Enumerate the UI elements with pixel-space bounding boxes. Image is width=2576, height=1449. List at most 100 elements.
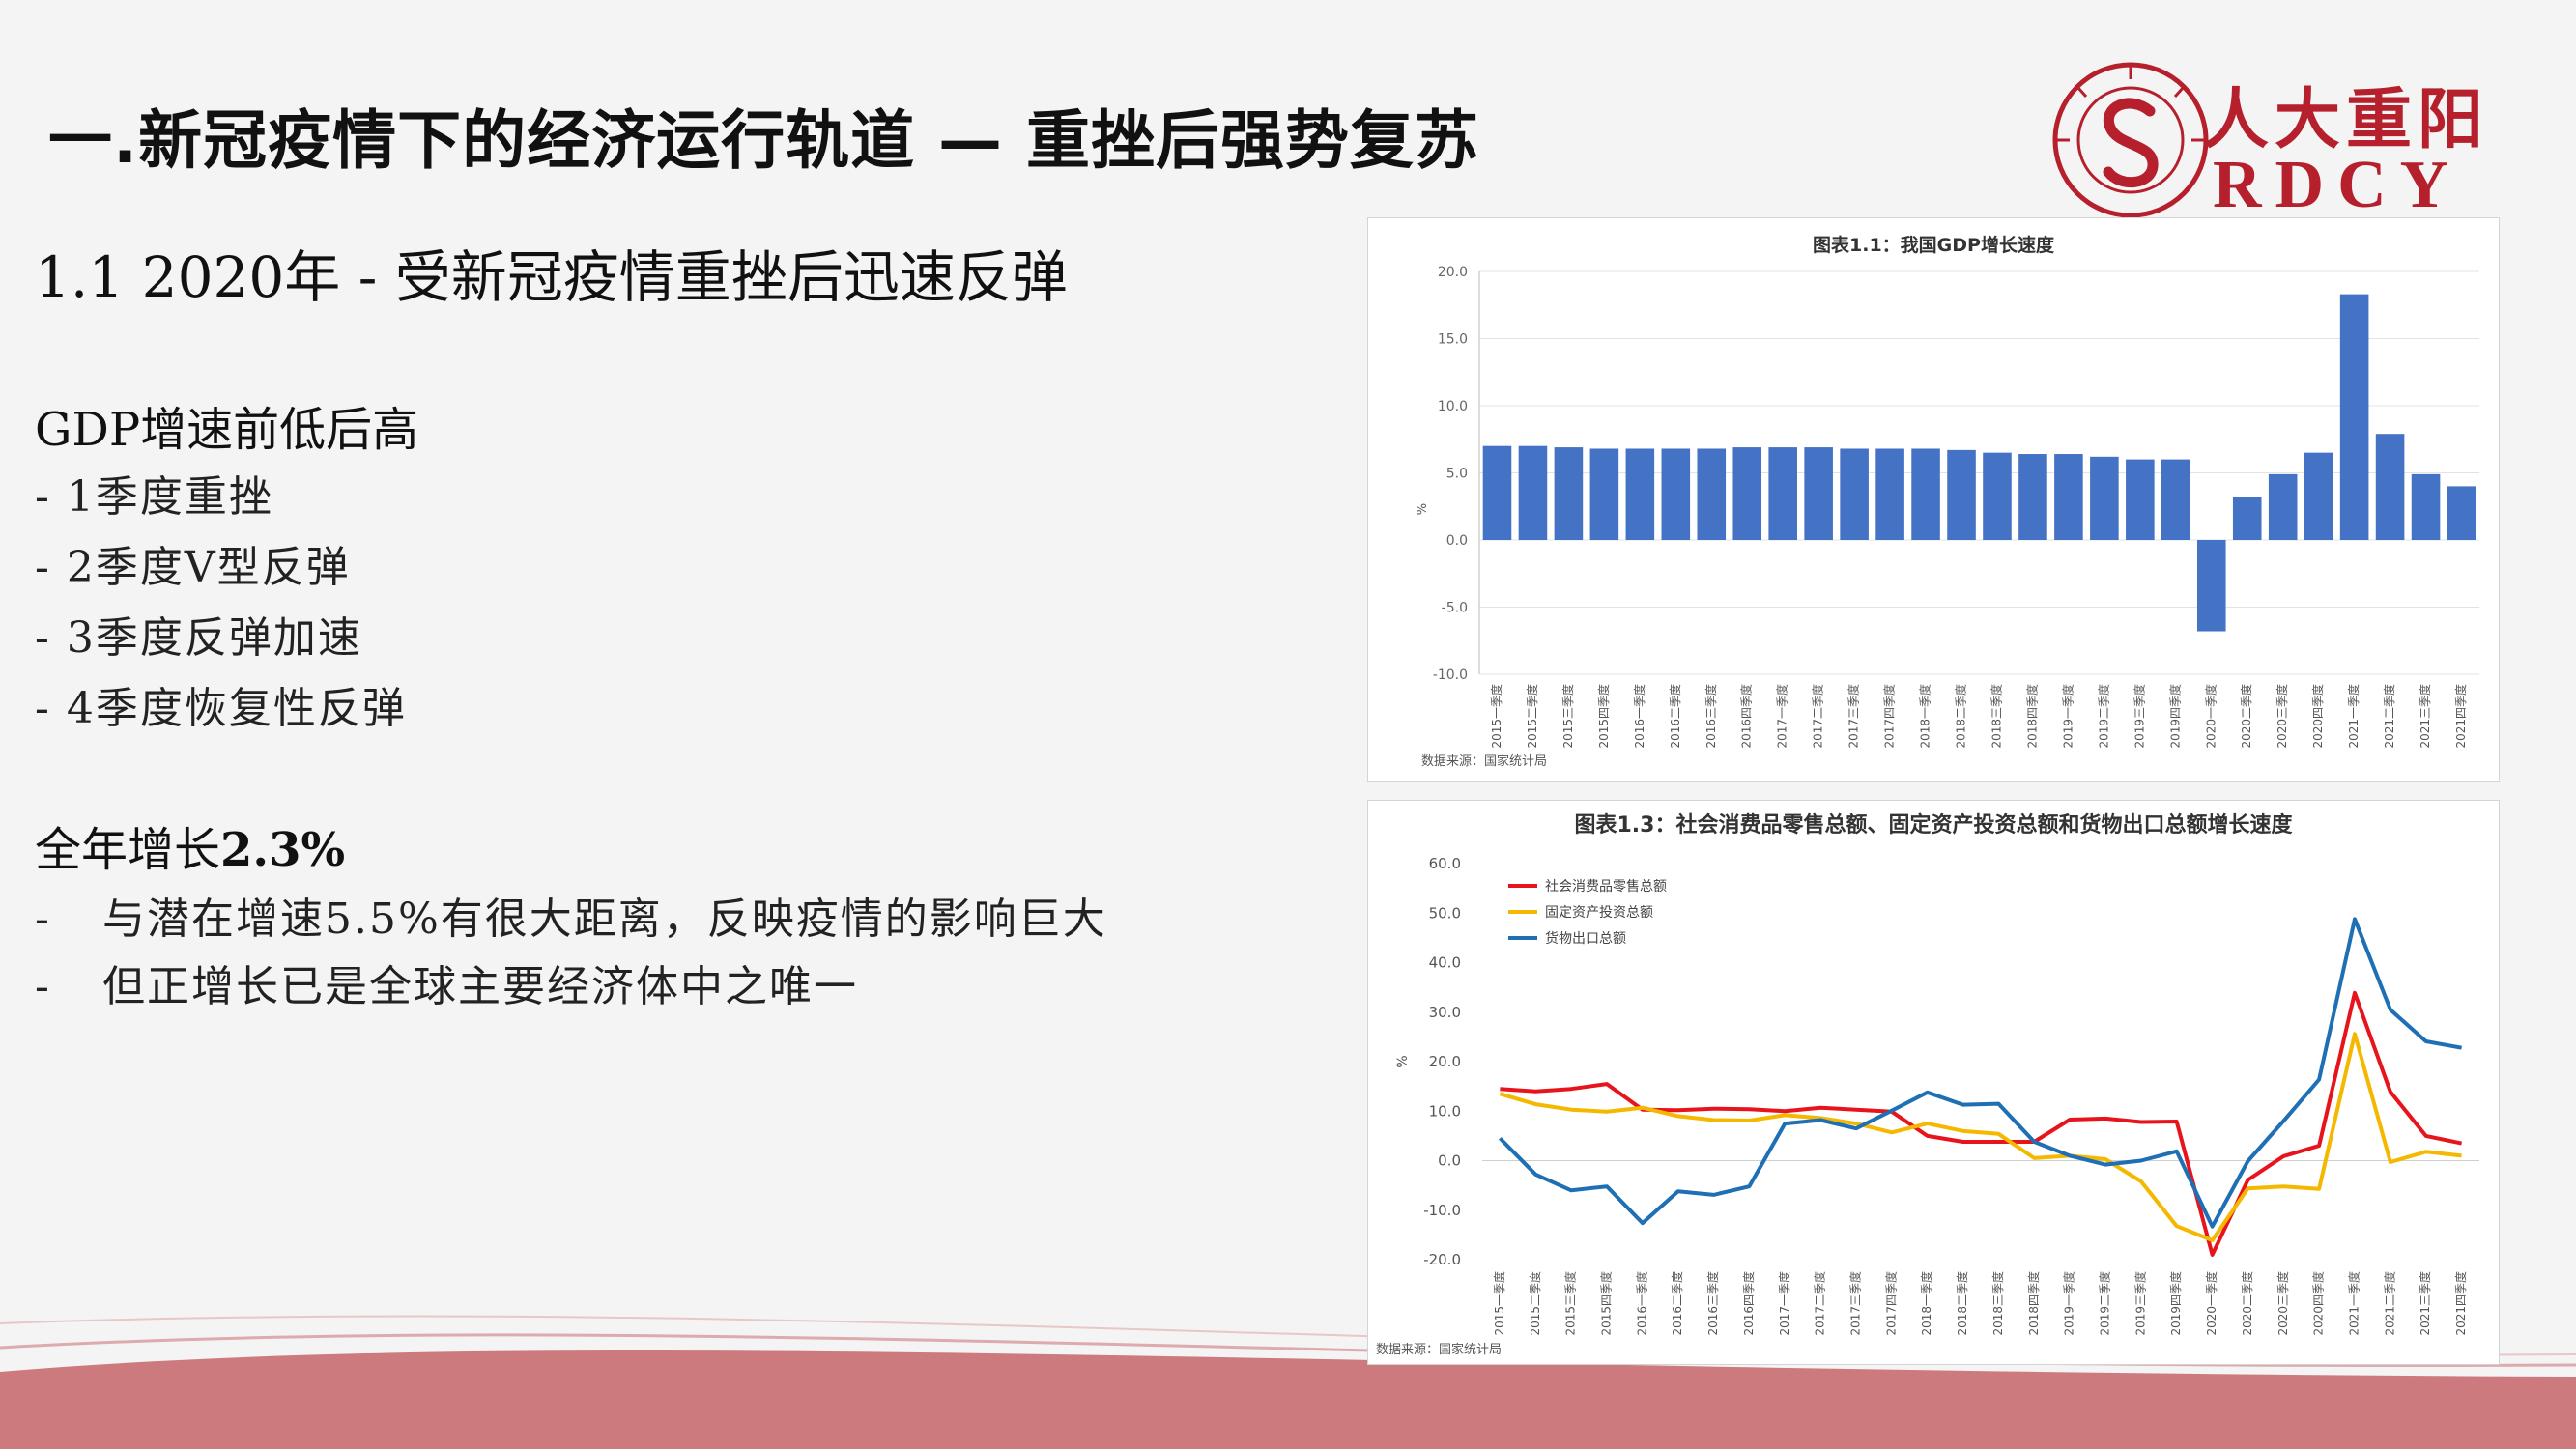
x-tick-label: 2015四季度 [1599, 1271, 1614, 1336]
gdp-section-heading: GDP增速前低后高 [35, 403, 419, 457]
logo-name-cn: 人大重阳 [2203, 81, 2490, 158]
annual-growth-value: 2.3% [220, 823, 346, 877]
growth-bullet-2: - 但正增长已是全球主要经济体中之唯一 [35, 952, 858, 1013]
x-tick-label: 2021一季度 [2347, 1271, 2361, 1336]
bar [1947, 449, 1976, 540]
bullet-dash: - [35, 895, 51, 944]
legend-label: 货物出口总额 [1545, 930, 1626, 947]
growth-bullet-1: - 与潜在增速5.5%有很大距离，反映疫情的影响巨大 [35, 884, 1107, 946]
y-tick-label: -10.0 [1433, 668, 1468, 683]
bar [2018, 454, 2047, 540]
x-tick-label: 2019四季度 [2167, 684, 2182, 749]
x-tick-label: 2016三季度 [1703, 684, 1718, 749]
bar [2196, 540, 2226, 632]
x-tick-label: 2018三季度 [1990, 1271, 2005, 1336]
y-tick-label: 60.0 [1429, 855, 1461, 872]
x-tick-label: 2019二季度 [2098, 1271, 2112, 1336]
x-tick-label: 2018二季度 [1954, 684, 1968, 749]
bar [1661, 448, 1691, 540]
subtitle: 1.1 2020年 - 受新冠疫情重挫后迅速反弹 [35, 244, 1068, 310]
bar [1732, 447, 1762, 540]
x-tick-label: 2018三季度 [1989, 684, 2003, 749]
bar [1589, 448, 1619, 540]
x-tick-label: 2021二季度 [2382, 1271, 2396, 1336]
x-tick-label: 2020一季度 [2203, 684, 2218, 749]
x-tick-label: 2019三季度 [2132, 1271, 2147, 1336]
gdp-bullet-2: - 2季度V型反弹 [35, 543, 351, 592]
y-tick-label: 5.0 [1446, 467, 1468, 482]
data-source: 数据来源：国家统计局 [1376, 1342, 1502, 1357]
x-tick-label: 2018四季度 [2024, 684, 2039, 749]
x-tick-label: 2016四季度 [1741, 1271, 1756, 1336]
bar [1875, 448, 1904, 540]
bar [2375, 434, 2405, 540]
y-tick-label: 0.0 [1446, 533, 1468, 549]
x-tick-label: 2018一季度 [1918, 684, 1932, 749]
y-tick-label: 15.0 [1438, 332, 1468, 348]
bullet-dash: - [35, 962, 51, 1011]
legend-label: 固定资产投资总额 [1545, 905, 1653, 921]
y-axis-label: % [1395, 1055, 1411, 1067]
gdp-bullet-3: - 3季度反弹加速 [35, 613, 362, 663]
x-tick-label: 2019一季度 [2060, 684, 2075, 749]
bullet-text: 但正增长已是全球主要经济体中之唯一 [102, 962, 858, 1011]
x-tick-label: 2018一季度 [1919, 1271, 1933, 1336]
data-source: 数据来源：国家统计局 [1421, 753, 1547, 769]
x-tick-label: 2018四季度 [2026, 1271, 2041, 1336]
bar [1518, 445, 1548, 540]
x-tick-label: 2015四季度 [1596, 684, 1611, 749]
x-tick-label: 2020四季度 [2310, 684, 2325, 749]
series-line [1499, 1032, 2462, 1242]
bar [1625, 448, 1655, 540]
bar [1911, 448, 1940, 540]
bullet-text: 与潜在增速5.5%有很大距离，反映疫情的影响巨大 [102, 895, 1107, 944]
y-tick-label: 10.0 [1429, 1102, 1461, 1120]
y-tick-label: 0.0 [1438, 1152, 1461, 1170]
y-axis-label: % [1416, 503, 1430, 515]
bar [2126, 459, 2155, 540]
bar [2411, 473, 2441, 540]
y-tick-label: -10.0 [1423, 1202, 1461, 1219]
bar [1768, 447, 1797, 540]
annual-growth-label: 全年增长 [35, 823, 221, 877]
x-tick-label: 2018二季度 [1955, 1271, 1969, 1336]
bar [2339, 294, 2369, 540]
x-tick-label: 2021四季度 [2453, 684, 2468, 749]
x-tick-label: 2019三季度 [2132, 684, 2146, 749]
x-tick-label: 2016四季度 [1739, 684, 1754, 749]
bar [2304, 452, 2333, 540]
logo-name-en: RDCY [2213, 148, 2463, 222]
gdp-bar-chart: 图表1.1：我国GDP增长速度% 20.0 15.0 10.0 5.0 0.0 -5.0 -1… [1367, 217, 2500, 782]
x-tick-label: 2017一季度 [1775, 684, 1789, 749]
x-tick-label: 2015一季度 [1492, 1271, 1506, 1336]
bar [1840, 448, 1869, 540]
x-tick-label: 2019一季度 [2062, 1271, 2076, 1336]
x-tick-label: 2019二季度 [2096, 684, 2110, 749]
bar [2054, 454, 2083, 540]
x-tick-label: 2019四季度 [2168, 1271, 2183, 1336]
growth-line-chart-svg: 图表1.3：社会消费品零售总额、固定资产投资总额和货物出口总额增长速度% 60.0… [1376, 812, 2479, 1357]
series-line [1500, 990, 2463, 1257]
bar [2161, 459, 2190, 540]
bar [1554, 447, 1584, 540]
gdp-bullet-1: - 1季度重挫 [35, 472, 273, 522]
x-tick-label: 2021一季度 [2346, 684, 2361, 749]
x-tick-label: 2021二季度 [2382, 684, 2396, 749]
bar [1804, 447, 1833, 540]
x-tick-label: 2016二季度 [1668, 684, 1682, 749]
page-title: 一.新冠疫情下的经济运行轨道 — 重挫后强势复苏 [48, 103, 1480, 178]
x-tick-label: 2017四季度 [1883, 1271, 1898, 1336]
gdp-bar-chart-svg: 图表1.1：我国GDP增长速度% 20.0 15.0 10.0 5.0 0.0 -5.0 -1… [1416, 234, 2479, 769]
y-tick-label: 10.0 [1438, 399, 1468, 414]
x-tick-label: 2020二季度 [2240, 1271, 2254, 1336]
y-tick-label: 30.0 [1429, 1004, 1461, 1021]
x-tick-label: 2017三季度 [1848, 1271, 1863, 1336]
annual-growth-heading: 全年增长2.3% [35, 811, 345, 879]
x-tick-label: 2017二季度 [1811, 684, 1825, 749]
chart-title: 图表1.1：我国GDP增长速度 [1813, 234, 2055, 256]
growth-line-chart: 图表1.3：社会消费品零售总额、固定资产投资总额和货物出口总额增长速度% 60.0… [1367, 800, 2500, 1365]
x-tick-label: 2016二季度 [1670, 1271, 1684, 1336]
x-tick-label: 2015二季度 [1528, 1271, 1542, 1336]
x-tick-label: 2021三季度 [2418, 1271, 2432, 1336]
